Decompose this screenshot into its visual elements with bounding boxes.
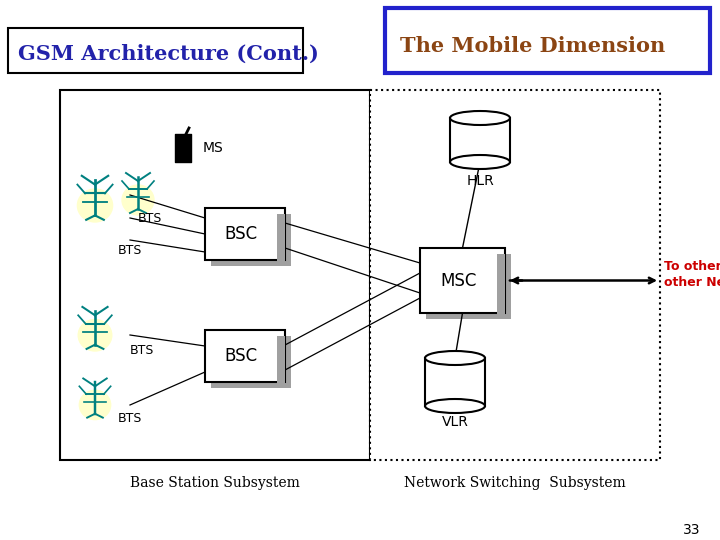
Bar [277,336,285,388]
Bar [175,134,191,162]
Text: The Mobile Dimension: The Mobile Dimension [400,36,665,56]
Bar [205,330,285,382]
Ellipse shape [425,399,485,413]
Bar [370,90,660,460]
Bar [211,214,291,266]
Text: BTS: BTS [118,411,143,424]
Bar [277,214,285,266]
Bar [426,254,511,319]
Text: BSC: BSC [225,347,258,365]
Ellipse shape [78,320,112,351]
Text: VLR: VLR [441,415,469,429]
Text: BTS: BTS [130,343,154,356]
Bar [211,336,291,388]
Bar [425,358,485,406]
Ellipse shape [450,155,510,169]
Text: MS: MS [203,141,224,155]
Bar [205,208,285,260]
Bar [60,90,370,460]
Ellipse shape [78,189,112,222]
Bar [420,248,505,313]
Ellipse shape [122,185,154,215]
Text: Base Station Subsystem: Base Station Subsystem [130,476,300,490]
Text: MSC: MSC [441,272,477,289]
Ellipse shape [425,351,485,365]
Ellipse shape [79,390,111,420]
Ellipse shape [450,111,510,125]
Bar [450,118,510,162]
Bar [8,28,303,73]
Text: To other MSC or
other Networks: To other MSC or other Networks [664,260,720,288]
Bar [497,254,505,319]
Text: 33: 33 [683,523,701,537]
Text: GSM Architecture (Cont.): GSM Architecture (Cont.) [18,44,319,64]
Bar [385,8,710,73]
Text: BTS: BTS [118,244,143,256]
Text: BSC: BSC [225,225,258,243]
Text: BTS: BTS [138,212,163,225]
Text: HLR: HLR [466,174,494,188]
Text: Network Switching  Subsystem: Network Switching Subsystem [404,476,626,490]
